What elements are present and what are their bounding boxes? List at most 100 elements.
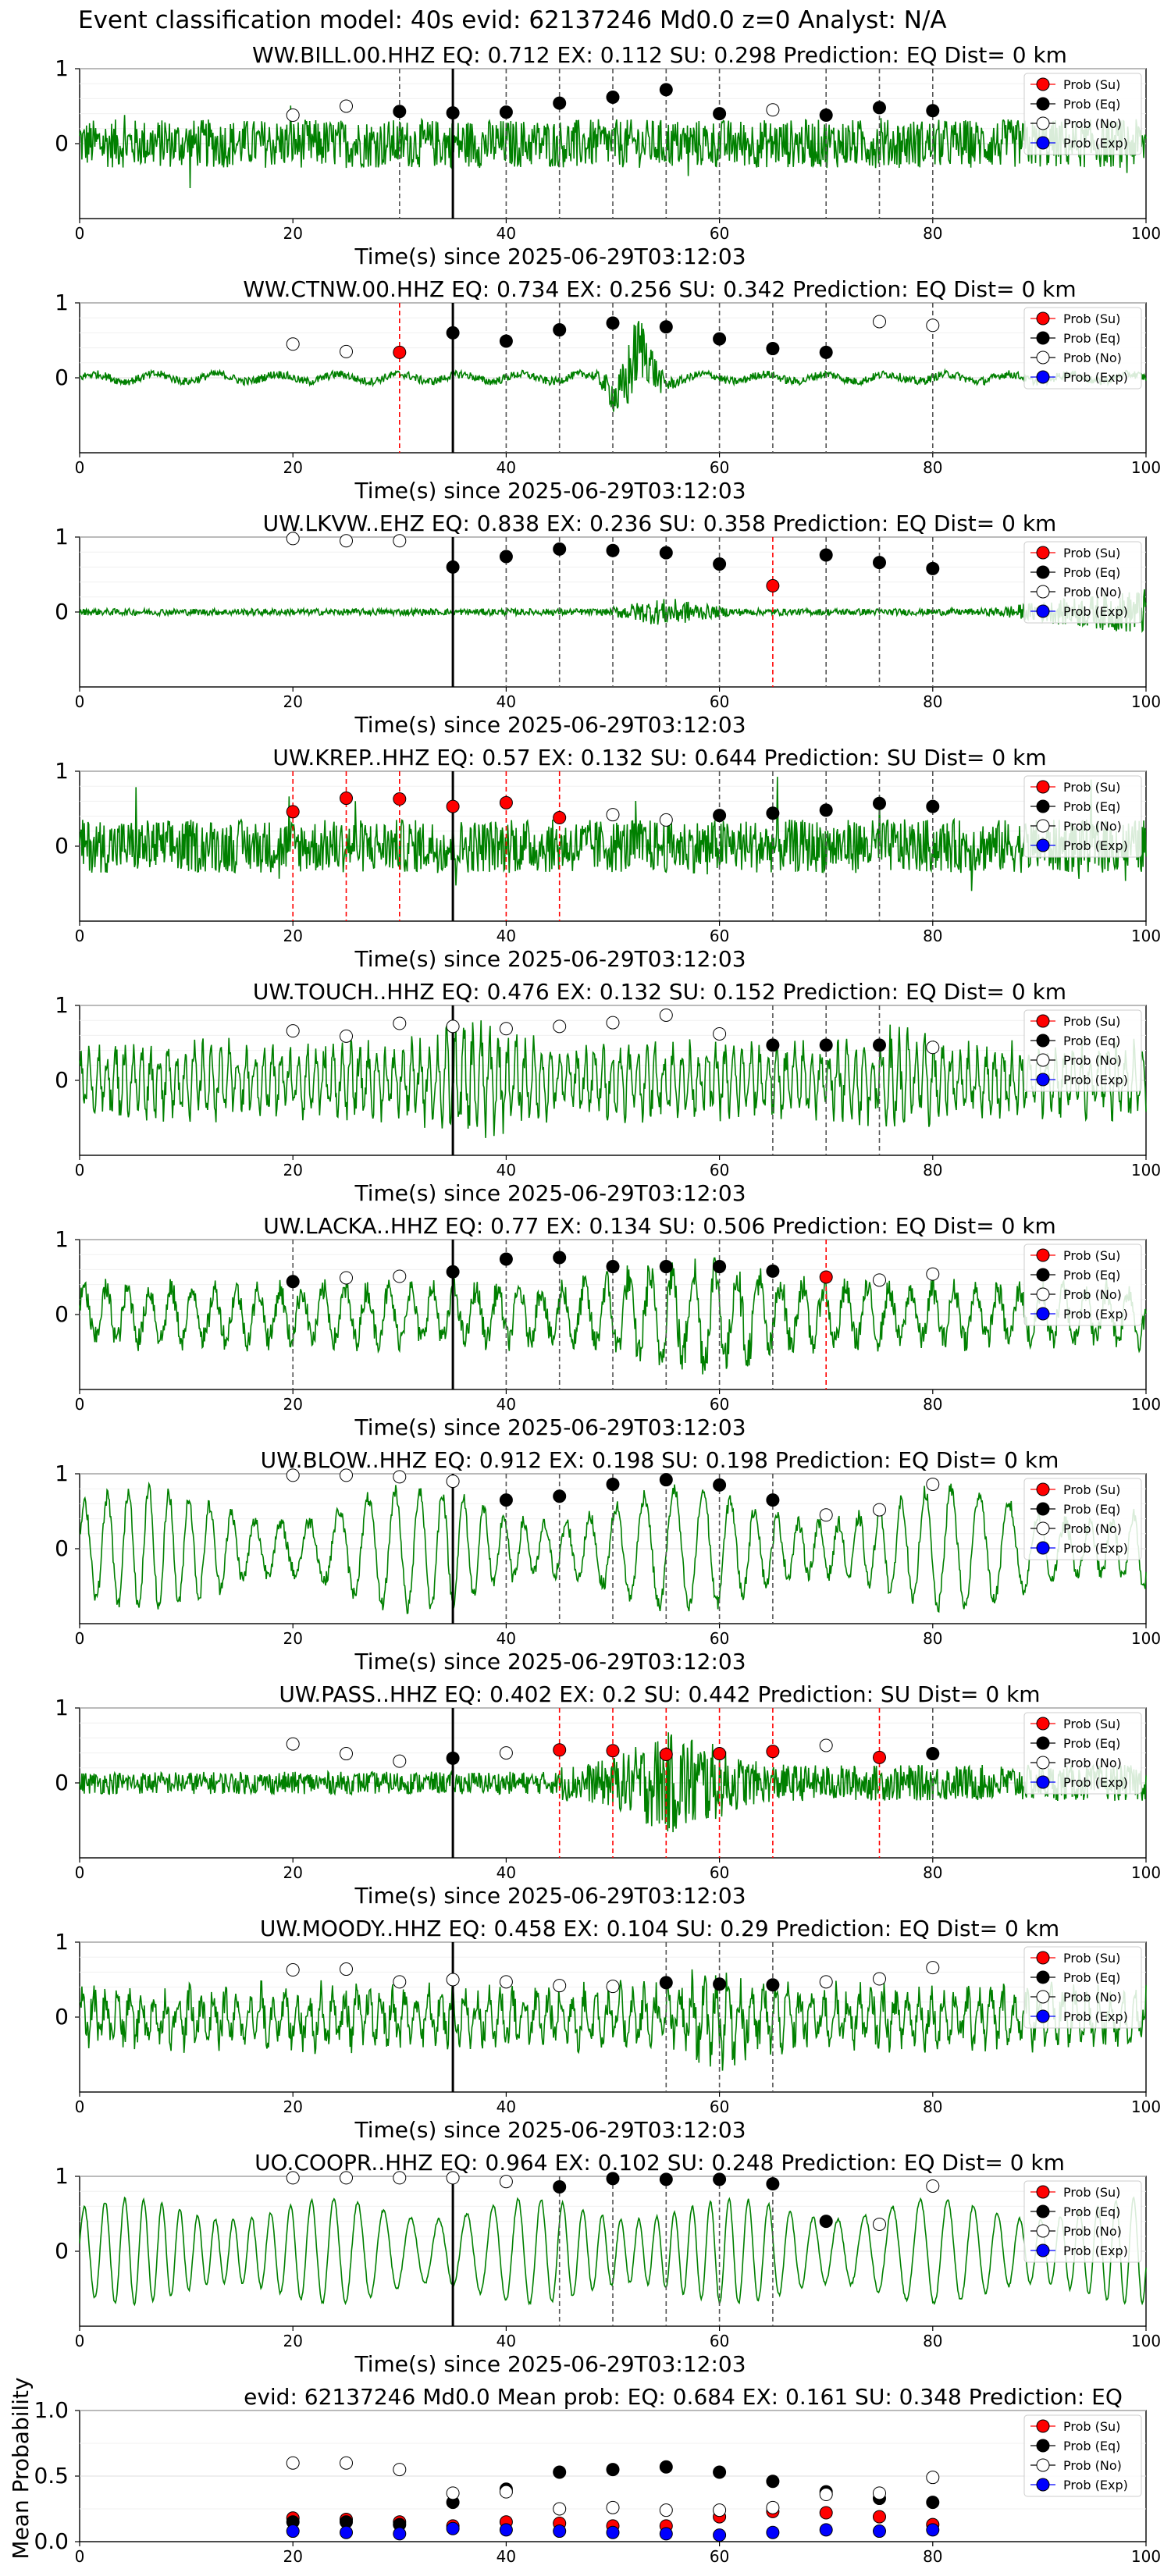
legend-box	[1023, 2414, 1142, 2497]
panel-1: WW.BILL.00.HHZ EQ: 0.712 EX: 0.112 SU: 0…	[55, 42, 1161, 269]
legend: Prob (Su) Prob (Eq) Prob (No) Prob (Exp)	[1023, 73, 1142, 155]
y-tick-label: 1	[55, 524, 69, 550]
legend-marker-no	[1036, 116, 1050, 130]
prob-marker-no	[393, 1269, 407, 1283]
x-axis-label: Time(s) since 2025-06-29T03:12:03	[354, 1180, 746, 1206]
legend-label-no: Prob (No)	[1063, 350, 1122, 365]
x-tick-label: 60	[710, 1161, 729, 1179]
prob-marker-no	[499, 1975, 513, 1989]
mean-marker-no	[926, 2471, 940, 2485]
legend-marker-exp	[1036, 1541, 1050, 1555]
prob-marker-no	[873, 1972, 886, 1986]
mean-marker-eq	[659, 2460, 673, 2474]
mean-marker-no	[553, 2502, 567, 2516]
x-tick-label: 80	[923, 927, 942, 945]
prob-marker-su	[340, 792, 353, 806]
prob-marker-su	[659, 1748, 673, 1762]
x-tick-label: 40	[497, 1863, 516, 1882]
mean-marker-eq	[766, 2475, 780, 2489]
legend-marker-no	[1036, 2224, 1050, 2238]
mean-marker-exp	[393, 2527, 407, 2541]
panel-7: UW.BLOW..HHZ EQ: 0.912 EX: 0.198 SU: 0.1…	[55, 1447, 1161, 1674]
x-tick-label: 60	[710, 224, 729, 243]
panel-3: UW.LKVW..EHZ EQ: 0.838 EX: 0.236 SU: 0.3…	[55, 511, 1161, 738]
y-tick-label: 0	[55, 1067, 69, 1093]
legend-box	[1023, 775, 1142, 858]
legend-box	[1023, 2180, 1142, 2263]
x-axis-label: Time(s) since 2025-06-29T03:12:03	[354, 244, 746, 269]
x-axis-label: Time(s) since 2025-06-29T03:12:03	[354, 2351, 746, 2377]
x-tick-label: 60	[710, 927, 729, 945]
legend-label-eq: Prob (Eq)	[1063, 1502, 1120, 1517]
prob-marker-no	[286, 337, 300, 351]
legend-marker-eq	[1036, 1268, 1050, 1282]
prob-marker-eq	[926, 799, 940, 813]
prob-marker-eq	[446, 106, 460, 120]
panel-title: WW.CTNW.00.HHZ EQ: 0.734 EX: 0.256 SU: 0…	[243, 276, 1076, 302]
y-tick-label: 0	[55, 130, 69, 156]
prob-marker-eq	[606, 1477, 620, 1491]
prob-marker-su	[766, 1745, 780, 1759]
y-tick-label: 0	[55, 2004, 69, 2030]
mean-marker-exp	[286, 2524, 300, 2539]
prob-marker-eq	[659, 2172, 673, 2186]
x-tick-label: 20	[283, 458, 302, 477]
x-tick-label: 20	[283, 927, 302, 945]
x-tick-label: 0	[75, 2097, 85, 2116]
y-tick-label: 0	[55, 2238, 69, 2264]
legend-label-no: Prob (No)	[1063, 585, 1122, 600]
prob-marker-eq	[766, 1978, 780, 1992]
legend-label-exp: Prob (Exp)	[1063, 136, 1128, 151]
legend-marker-no	[1036, 1053, 1050, 1067]
x-tick-label: 0	[75, 927, 85, 945]
x-tick-label: 100	[1131, 1863, 1161, 1882]
legend-marker-eq	[1036, 1034, 1050, 1048]
legend: Prob (Su) Prob (Eq) Prob (No) Prob (Exp)	[1023, 1244, 1142, 1326]
prob-marker-no	[340, 1468, 353, 1482]
legend-label-su: Prob (Su)	[1063, 2185, 1120, 2200]
prob-marker-eq	[926, 1747, 940, 1761]
legend-label-exp: Prob (Exp)	[1063, 1775, 1128, 1790]
prob-marker-eq	[553, 96, 567, 110]
x-tick-label: 40	[497, 224, 516, 243]
prob-marker-no	[446, 1475, 460, 1489]
prob-marker-eq	[446, 560, 460, 574]
prob-marker-no	[499, 1022, 513, 1036]
x-tick-label: 100	[1131, 2097, 1161, 2116]
legend-label-su: Prob (Su)	[1063, 1014, 1120, 1029]
legend-label-no: Prob (No)	[1063, 1053, 1122, 1068]
legend-marker-exp	[1036, 1775, 1050, 1789]
legend-label-eq: Prob (Eq)	[1063, 565, 1120, 580]
legend-marker-exp	[1036, 2243, 1050, 2258]
legend: Prob (Su) Prob (Eq) Prob (No) Prob (Exp)	[1023, 307, 1142, 390]
mean-marker-eq	[713, 2465, 727, 2479]
x-tick-label: 40	[497, 927, 516, 945]
y-tick-label: 0	[55, 1301, 69, 1327]
mean-marker-no	[286, 2456, 300, 2470]
x-axis-label: Time(s) since 2025-06-29T03:12:03	[354, 1649, 746, 1674]
prob-marker-su	[446, 799, 460, 813]
mean-marker-exp	[713, 2528, 727, 2542]
legend-box	[1023, 73, 1142, 155]
prob-marker-eq	[659, 83, 673, 97]
x-tick-label: 20	[283, 692, 302, 711]
waveform-trace	[79, 777, 1147, 891]
legend-marker-no	[1036, 585, 1050, 599]
panel-11: evid: 62137246 Md0.0 Mean prob: EQ: 0.68…	[8, 2377, 1161, 2566]
prob-marker-no	[926, 318, 940, 333]
legend: Prob (Su) Prob (Eq) Prob (No) Prob (Exp)	[1023, 1009, 1142, 1092]
mean-marker-no	[499, 2485, 513, 2499]
prob-marker-eq	[553, 1251, 567, 1265]
prob-marker-eq	[606, 543, 620, 557]
prob-marker-su	[553, 1743, 567, 1757]
x-tick-label: 0	[75, 458, 85, 477]
legend-label-no: Prob (No)	[1063, 2224, 1122, 2239]
x-tick-label: 0	[75, 2547, 85, 2566]
panel-title: WW.BILL.00.HHZ EQ: 0.712 EX: 0.112 SU: 0…	[252, 42, 1067, 68]
prob-marker-eq	[766, 2177, 780, 2191]
legend-label-no: Prob (No)	[1063, 116, 1122, 131]
y-tick-label: 1.0	[34, 2397, 69, 2423]
mean-marker-no	[340, 2456, 353, 2470]
panel-6: UW.LACKA..HHZ EQ: 0.77 EX: 0.134 SU: 0.5…	[55, 1213, 1161, 1440]
panel-title: UW.PASS..HHZ EQ: 0.402 EX: 0.2 SU: 0.442…	[279, 1681, 1040, 1707]
